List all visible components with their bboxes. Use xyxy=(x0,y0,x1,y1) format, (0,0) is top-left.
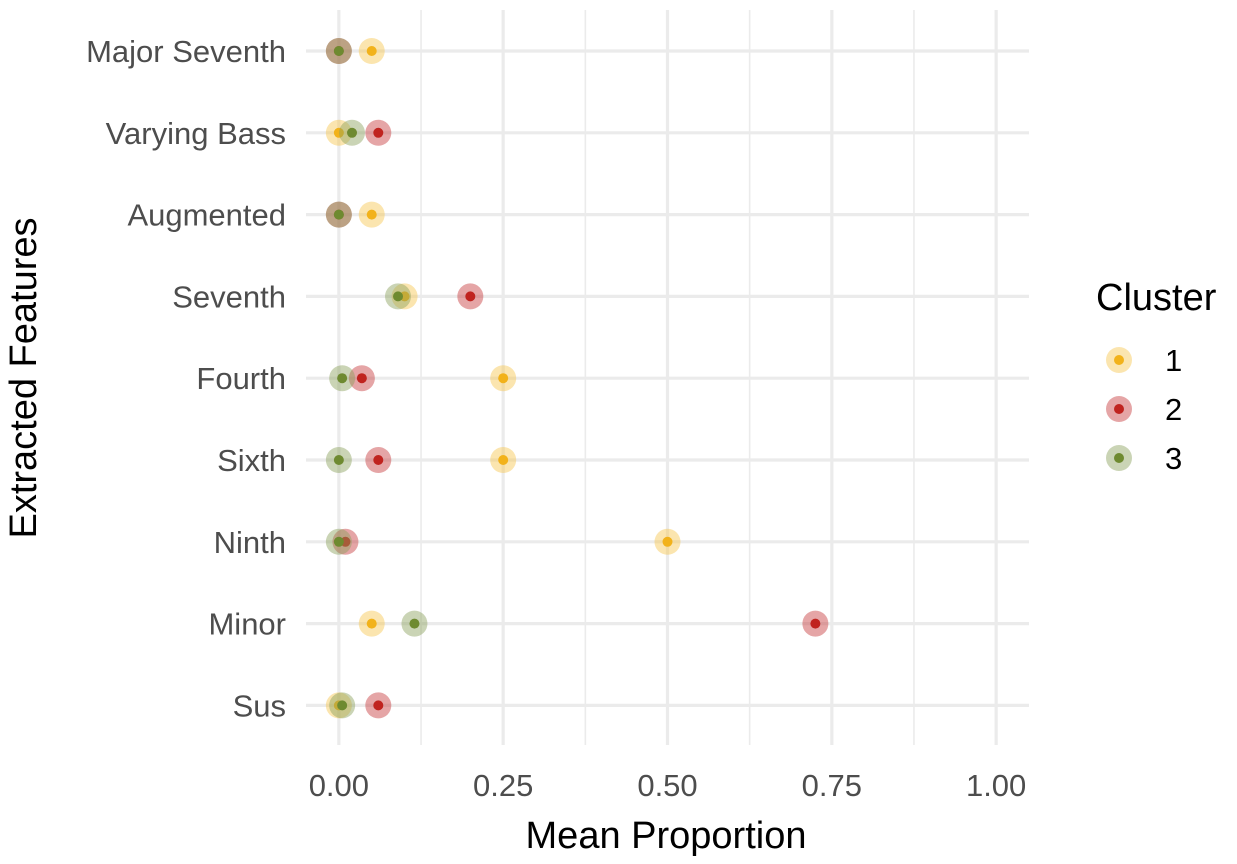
data-point-dot xyxy=(366,618,377,629)
x-tick-labels: 0.00 0.25 0.50 0.75 1.00 xyxy=(309,768,1027,803)
legend-label: 3 xyxy=(1165,441,1182,476)
data-point-dot xyxy=(373,127,384,138)
data-point-cluster-2 xyxy=(365,119,392,146)
y-tick-label: Sus xyxy=(233,688,286,723)
legend-label: 2 xyxy=(1165,392,1182,427)
data-point-dot xyxy=(366,209,377,220)
y-axis-title: Extracted Features xyxy=(3,217,45,538)
grid-layer xyxy=(306,10,1029,745)
data-point-cluster-3 xyxy=(401,610,428,637)
data-point-dot xyxy=(393,291,404,302)
y-tick-label: Seventh xyxy=(172,279,286,314)
y-tick-labels: Major Seventh Varying Bass Augmented Sevent… xyxy=(86,34,286,723)
x-tick-label: 0.25 xyxy=(473,768,533,803)
y-tick-label: Ninth xyxy=(214,525,286,560)
legend-label: 1 xyxy=(1165,343,1182,378)
data-point-dot xyxy=(337,373,348,384)
data-point-cluster-3 xyxy=(325,38,352,64)
x-tick-label: 0.50 xyxy=(637,768,697,803)
legend-items: 1 2 3 xyxy=(1106,343,1182,476)
data-point-cluster-3 xyxy=(325,528,352,555)
data-point-cluster-3 xyxy=(325,201,352,228)
data-point-dot xyxy=(373,700,384,711)
legend-item-3: 3 xyxy=(1106,441,1182,476)
data-point-dot xyxy=(333,46,344,56)
y-tick-label: Major Seventh xyxy=(86,34,286,69)
data-point-dot xyxy=(333,127,344,138)
data-point-dot xyxy=(366,46,377,56)
data-point-dot xyxy=(333,209,344,220)
data-point-dot xyxy=(347,127,358,138)
legend-item-2: 2 xyxy=(1106,392,1182,427)
data-point-cluster-2 xyxy=(365,447,392,473)
data-point-cluster-1 xyxy=(490,365,517,392)
data-point-dot xyxy=(810,618,821,629)
data-point-cluster-2 xyxy=(348,365,375,392)
x-axis-title: Mean Proportion xyxy=(526,815,807,857)
data-point-cluster-3 xyxy=(339,119,366,146)
data-point-cluster-1 xyxy=(325,119,352,146)
data-point-cluster-2 xyxy=(457,283,484,310)
data-point-dot xyxy=(373,455,384,465)
legend-key-dot xyxy=(1114,355,1124,365)
legend-key-dot xyxy=(1114,453,1124,463)
y-tick-label: Fourth xyxy=(196,361,286,396)
y-tick-label: Varying Bass xyxy=(106,116,286,151)
data-point-dot xyxy=(337,700,348,711)
data-point-cluster-1 xyxy=(358,201,385,228)
legend: Cluster 1 2 3 xyxy=(1096,277,1217,476)
data-point-cluster-1 xyxy=(358,610,385,637)
data-point-cluster-3 xyxy=(329,692,356,719)
data-point-cluster-3 xyxy=(325,447,352,473)
legend-title: Cluster xyxy=(1096,277,1217,319)
data-point-dot xyxy=(409,618,420,629)
data-point-cluster-2 xyxy=(802,610,829,637)
x-tick-label: 1.00 xyxy=(966,768,1026,803)
y-tick-label: Minor xyxy=(208,607,286,642)
x-tick-label: 0.00 xyxy=(309,768,369,803)
data-point-dot xyxy=(333,455,344,465)
legend-item-1: 1 xyxy=(1106,343,1182,378)
data-point-cluster-2 xyxy=(365,692,392,719)
data-point-dot xyxy=(356,373,367,384)
data-point-dot xyxy=(498,373,509,384)
data-point-dot xyxy=(662,536,673,547)
x-tick-label: 0.75 xyxy=(802,768,862,803)
data-point-cluster-1 xyxy=(654,528,681,555)
y-tick-label: Sixth xyxy=(217,443,286,478)
data-point-dot xyxy=(465,291,476,302)
points-layer xyxy=(325,38,829,719)
data-point-cluster-3 xyxy=(385,283,412,310)
data-point-cluster-3 xyxy=(329,365,356,392)
y-tick-label: Augmented xyxy=(127,198,286,233)
data-point-cluster-1 xyxy=(490,447,517,473)
data-point-dot xyxy=(333,536,344,547)
legend-key-dot xyxy=(1114,404,1124,414)
data-point-dot xyxy=(498,455,509,465)
data-point-cluster-1 xyxy=(358,38,385,64)
